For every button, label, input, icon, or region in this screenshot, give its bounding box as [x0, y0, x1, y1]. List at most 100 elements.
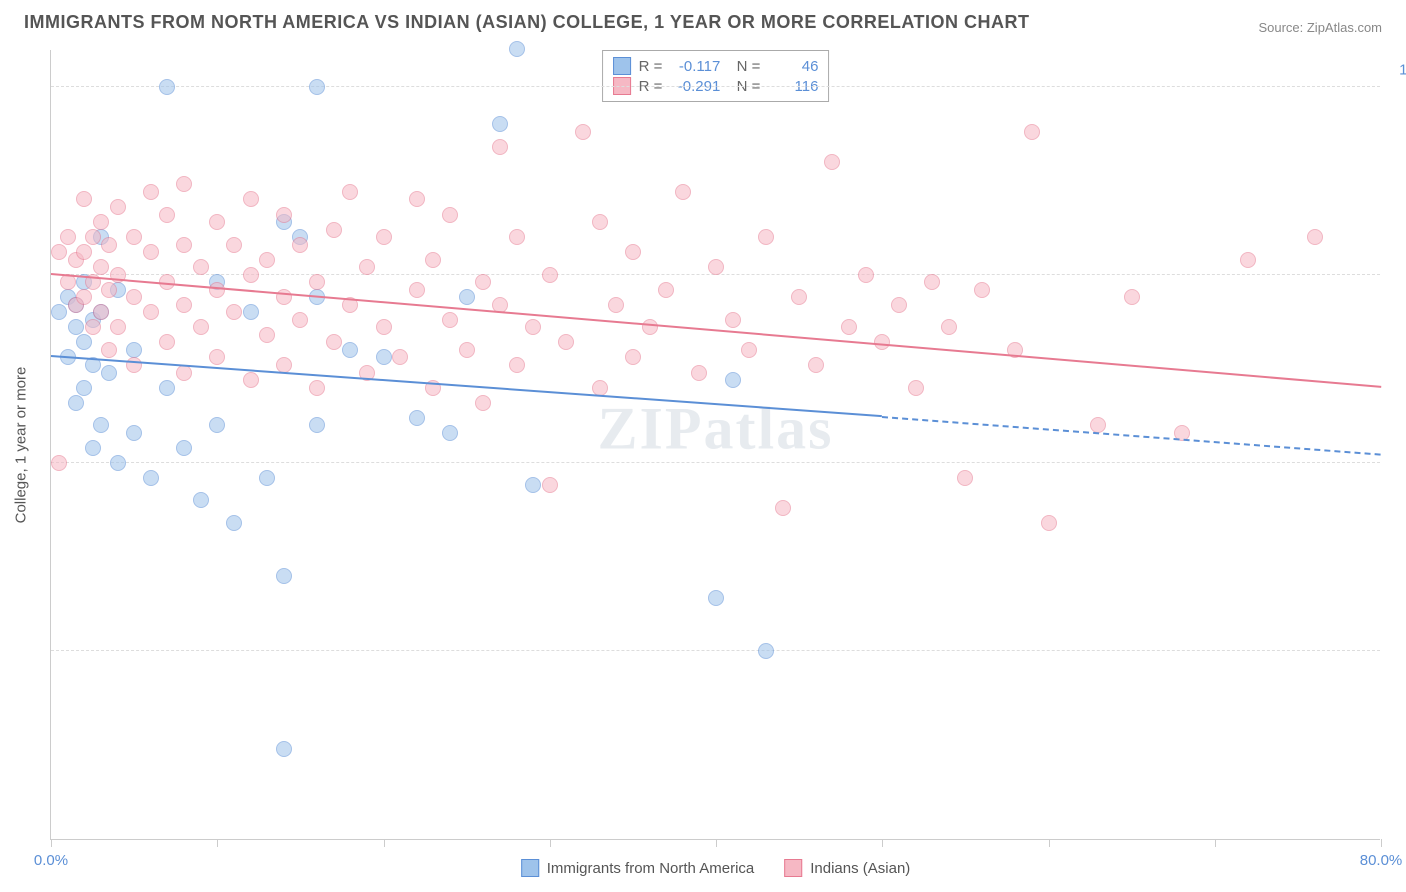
scatter-point [492, 139, 508, 155]
scatter-point [908, 380, 924, 396]
scatter-point [459, 289, 475, 305]
scatter-point [392, 349, 408, 365]
legend-label: Indians (Asian) [810, 860, 910, 877]
x-tick [384, 839, 385, 847]
scatter-point [193, 319, 209, 335]
scatter-point [475, 395, 491, 411]
scatter-point [85, 440, 101, 456]
scatter-point [542, 477, 558, 493]
scatter-point [243, 191, 259, 207]
scatter-point [76, 191, 92, 207]
scatter-point [459, 342, 475, 358]
scatter-point [941, 319, 957, 335]
scatter-point [110, 199, 126, 215]
scatter-point [68, 395, 84, 411]
scatter-point [101, 237, 117, 253]
scatter-point [126, 342, 142, 358]
scatter-point [725, 312, 741, 328]
scatter-point [259, 252, 275, 268]
x-tick [882, 839, 883, 847]
scatter-point [841, 319, 857, 335]
legend-swatch [521, 859, 539, 877]
scatter-point [176, 237, 192, 253]
scatter-point [542, 267, 558, 283]
y-tick-label: 100.0% [1399, 61, 1406, 78]
scatter-point [1041, 515, 1057, 531]
x-tick [1381, 839, 1382, 847]
legend-swatch-0 [613, 57, 631, 75]
scatter-point [891, 297, 907, 313]
scatter-point [376, 319, 392, 335]
scatter-point [1307, 229, 1323, 245]
scatter-point [924, 274, 940, 290]
r-label: R = [639, 58, 663, 75]
scatter-point [808, 357, 824, 373]
scatter-point [824, 154, 840, 170]
correlation-legend: R = -0.117 N = 46 R = -0.291 N = 116 [602, 50, 830, 102]
scatter-point [442, 425, 458, 441]
scatter-point [1090, 417, 1106, 433]
chart-title: IMMIGRANTS FROM NORTH AMERICA VS INDIAN … [24, 12, 1030, 33]
scatter-point [209, 282, 225, 298]
scatter-point [101, 282, 117, 298]
x-tick [1049, 839, 1050, 847]
scatter-point [259, 470, 275, 486]
series-legend: Immigrants from North AmericaIndians (As… [521, 859, 911, 877]
scatter-point [243, 304, 259, 320]
scatter-point [592, 380, 608, 396]
x-tick-label: 0.0% [34, 852, 68, 869]
scatter-point [708, 259, 724, 275]
scatter-point [525, 319, 541, 335]
scatter-point [1124, 289, 1140, 305]
scatter-point [159, 207, 175, 223]
scatter-point [442, 312, 458, 328]
scatter-point [243, 372, 259, 388]
scatter-point [93, 214, 109, 230]
scatter-point [126, 289, 142, 305]
scatter-point [193, 259, 209, 275]
scatter-point [359, 259, 375, 275]
scatter-point [309, 274, 325, 290]
x-tick [51, 839, 52, 847]
scatter-point [143, 184, 159, 200]
scatter-point [741, 342, 757, 358]
gridline [51, 462, 1380, 463]
scatter-point [76, 289, 92, 305]
scatter-point [110, 455, 126, 471]
scatter-point [1240, 252, 1256, 268]
scatter-point [758, 643, 774, 659]
scatter-point [758, 229, 774, 245]
scatter-point [292, 312, 308, 328]
scatter-point [76, 380, 92, 396]
scatter-point [326, 334, 342, 350]
scatter-point [176, 440, 192, 456]
scatter-point [492, 116, 508, 132]
scatter-point [68, 319, 84, 335]
scatter-point [376, 349, 392, 365]
scatter-point [209, 417, 225, 433]
scatter-point [442, 207, 458, 223]
scatter-point [558, 334, 574, 350]
source-label: Source: ZipAtlas.com [1258, 20, 1382, 35]
scatter-point [159, 334, 175, 350]
scatter-point [159, 380, 175, 396]
scatter-point [625, 349, 641, 365]
plot-area: College, 1 year or more ZIPatlas R = -0.… [50, 50, 1380, 840]
x-tick-label: 80.0% [1360, 852, 1403, 869]
scatter-point [342, 184, 358, 200]
scatter-point [425, 252, 441, 268]
scatter-point [957, 470, 973, 486]
scatter-point [93, 304, 109, 320]
scatter-point [292, 237, 308, 253]
scatter-point [276, 207, 292, 223]
gridline [51, 650, 1380, 651]
scatter-point [176, 297, 192, 313]
legend-item: Indians (Asian) [784, 859, 910, 877]
scatter-point [309, 79, 325, 95]
scatter-point [592, 214, 608, 230]
legend-row-series-0: R = -0.117 N = 46 [613, 57, 819, 75]
scatter-point [309, 380, 325, 396]
scatter-point [642, 319, 658, 335]
chart-container: IMMIGRANTS FROM NORTH AMERICA VS INDIAN … [0, 0, 1406, 892]
scatter-point [509, 229, 525, 245]
